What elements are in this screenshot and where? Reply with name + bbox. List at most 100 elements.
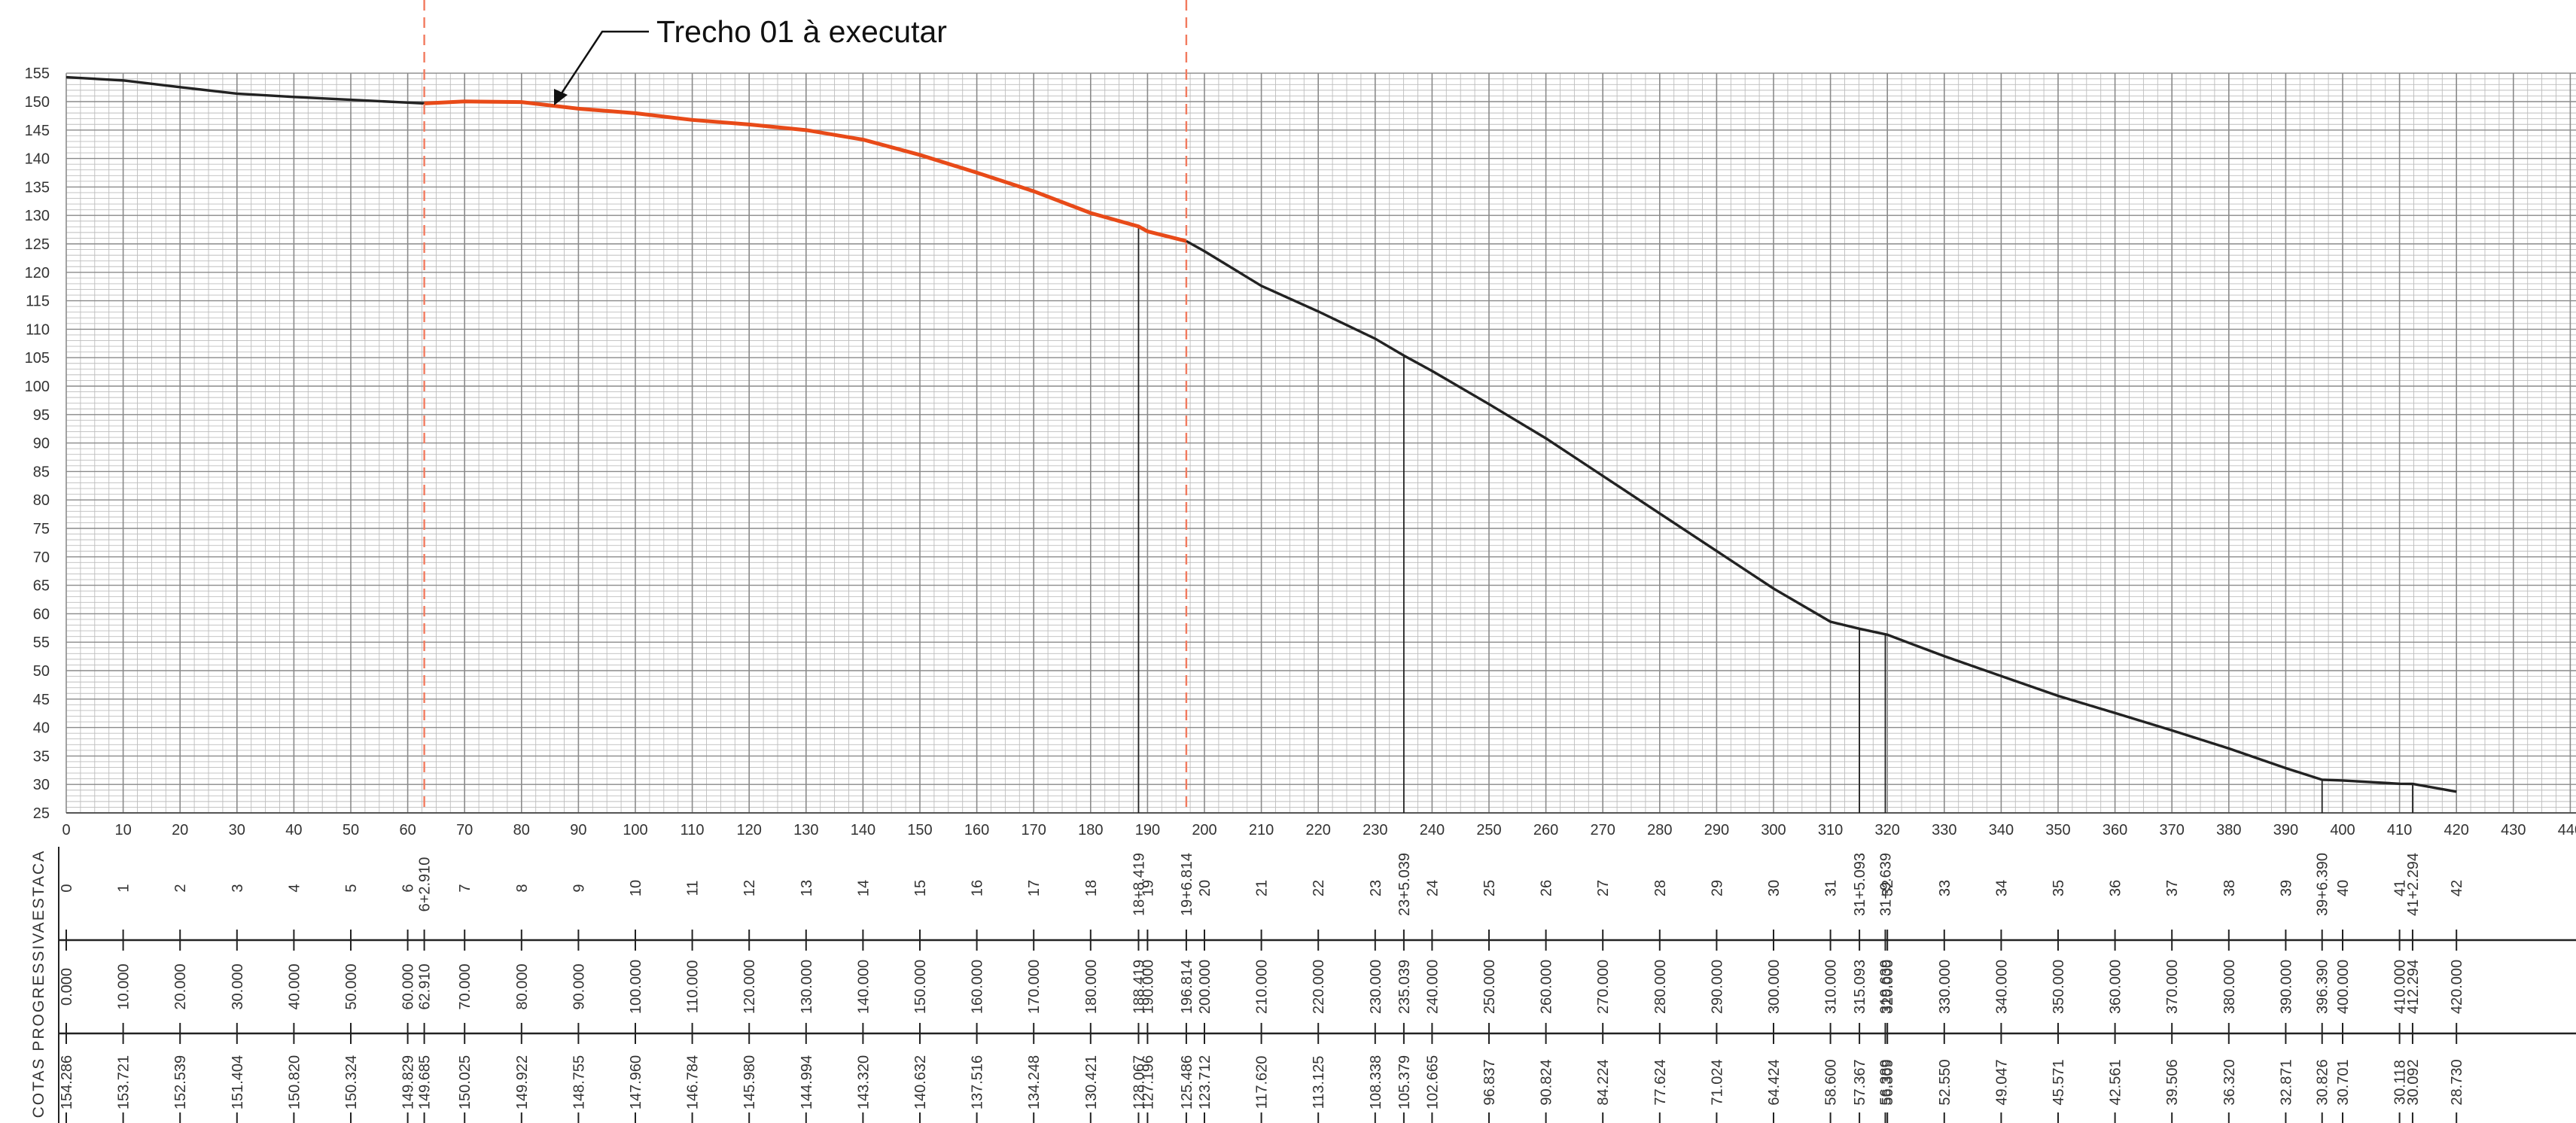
annotation-arrowhead	[554, 89, 568, 105]
progressiva-value: 130.000	[799, 960, 815, 1014]
cota-value: 39.506	[2164, 1059, 2181, 1105]
estaca-value: 6+2.910	[417, 857, 434, 912]
cota-value: 49.047	[1993, 1059, 2010, 1105]
table-frame	[58, 847, 2576, 1123]
estaca-value: 31+9.639	[1877, 853, 1894, 916]
estaca-value: 23+5.039	[1396, 853, 1413, 916]
progressiva-value: 280.000	[1652, 960, 1669, 1014]
estaca-value: 19	[1140, 880, 1156, 896]
estaca-value: 26	[1539, 880, 1555, 896]
cota-value: 134.248	[1026, 1055, 1043, 1109]
progressiva-value: 400.000	[2335, 960, 2352, 1014]
y-tick-label: 110	[26, 321, 50, 338]
y-tick-label: 150	[25, 94, 50, 111]
x-tick-label: 290	[1704, 822, 1729, 838]
cota-value: 71.024	[1709, 1059, 1725, 1105]
progressiva-value: 20.000	[172, 963, 189, 1009]
y-tick-label: 75	[33, 521, 50, 537]
estaca-value: 39+6.390	[2315, 853, 2331, 916]
x-tick-label: 420	[2444, 822, 2469, 838]
grid-major-vertical	[65, 73, 2571, 813]
progressiva-value: 330.000	[1937, 960, 1953, 1014]
y-tick-label: 135	[25, 179, 50, 196]
cota-value: 151.404	[230, 1055, 246, 1109]
progressiva-value: 290.000	[1709, 960, 1725, 1014]
cota-value: 36.320	[2221, 1059, 2238, 1105]
cota-value: 56.389	[1877, 1059, 1894, 1105]
x-tick-label: 110	[681, 822, 705, 838]
progressiva-value: 110.000	[685, 960, 702, 1014]
x-tick-label: 30	[229, 822, 245, 838]
cota-value: 145.980	[741, 1055, 758, 1109]
y-tick-label: 70	[33, 549, 50, 566]
cota-value: 146.784	[685, 1055, 702, 1109]
cota-value: 128.067	[1131, 1055, 1147, 1109]
estaca-value: 18+8.419	[1131, 853, 1147, 916]
cota-value: 56.309	[1880, 1059, 1896, 1105]
estaca-value: 39	[2278, 880, 2294, 896]
y-tick-label: 95	[33, 407, 50, 424]
estaca-value: 22	[1311, 880, 1327, 896]
cota-value: 150.820	[286, 1055, 303, 1109]
progressiva-value: 0.000	[59, 968, 75, 1006]
estaca-value: 41+2.294	[2405, 853, 2422, 916]
cota-value: 77.624	[1652, 1059, 1669, 1105]
estaca-value: 27	[1595, 880, 1612, 896]
estaca-value: 5	[343, 884, 360, 892]
cota-value: 149.922	[514, 1055, 531, 1109]
estaca-value: 15	[912, 880, 929, 896]
x-tick-label: 90	[570, 822, 586, 838]
progressiva-value: 30.000	[230, 963, 246, 1009]
cota-value: 147.960	[628, 1055, 644, 1109]
cota-value: 149.829	[400, 1055, 417, 1109]
cota-value: 108.338	[1368, 1055, 1384, 1109]
y-tick-label: 140	[25, 151, 50, 168]
y-tick-label: 85	[33, 464, 50, 480]
cota-value: 140.632	[912, 1055, 929, 1109]
x-tick-label: 140	[851, 822, 875, 838]
x-tick-label: 350	[2045, 822, 2070, 838]
y-tick-label: 25	[33, 805, 50, 822]
progressiva-value: 160.000	[970, 960, 986, 1014]
x-tick-label: 10	[114, 822, 131, 838]
annotation-text: Trecho 01 à executar	[656, 14, 947, 49]
x-tick-label: 210	[1249, 822, 1274, 838]
table-progressiva-row: 0.000 10.000 20.000 30.000 40.000 50.000 60.00…	[59, 960, 2465, 1014]
cota-value: 148.755	[571, 1055, 587, 1109]
estaca-value: 2	[172, 884, 189, 892]
cota-value: 117.620	[1254, 1056, 1271, 1109]
x-tick-label: 20	[172, 822, 188, 838]
estaca-value: 9	[571, 884, 587, 892]
estaca-value: 32	[1880, 880, 1896, 896]
progressiva-value: 150.000	[912, 960, 929, 1014]
estaca-value: 4	[286, 884, 303, 892]
y-tick-label: 120	[25, 265, 50, 282]
progressiva-value: 396.390	[2315, 960, 2331, 1014]
progressiva-value: 40.000	[286, 963, 303, 1009]
x-tick-label: 50	[343, 822, 359, 838]
cota-value: 149.685	[417, 1055, 434, 1109]
y-tick-label: 145	[25, 123, 50, 139]
y-tick-label: 50	[33, 663, 50, 680]
progressiva-value: 80.000	[514, 963, 531, 1009]
cota-value: 90.824	[1539, 1059, 1555, 1105]
x-tick-label: 410	[2387, 822, 2412, 838]
y-tick-label: 45	[33, 692, 50, 708]
progressiva-value: 62.910	[417, 963, 434, 1009]
progressiva-value: 235.039	[1396, 960, 1413, 1014]
progressiva-value: 188.419	[1131, 960, 1147, 1014]
progressiva-value: 420.000	[2449, 960, 2465, 1014]
progressiva-value: 310.000	[1823, 960, 1840, 1014]
row-label-progressiva: PROGRESSIVA	[30, 921, 47, 1051]
progressiva-value: 190.000	[1140, 960, 1156, 1014]
y-tick-label: 125	[25, 236, 50, 253]
annotation-leader	[557, 30, 649, 99]
progressiva-value: 320.000	[1880, 960, 1896, 1014]
estaca-value: 14	[855, 880, 872, 896]
progressiva-value: 200.000	[1197, 960, 1213, 1014]
x-tick-label: 270	[1591, 822, 1615, 838]
progressiva-value: 340.000	[1993, 960, 2010, 1014]
progressiva-value: 370.000	[2164, 960, 2181, 1014]
x-tick-label: 180	[1078, 822, 1103, 838]
x-tick-label: 240	[1420, 822, 1445, 838]
